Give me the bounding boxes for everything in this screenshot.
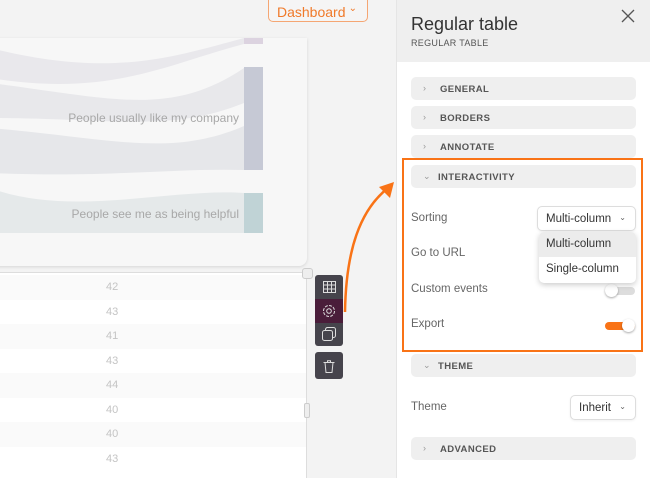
sankey-node <box>244 193 263 233</box>
export-toggle[interactable] <box>605 319 635 332</box>
dashboard-dropdown[interactable]: Dashboard ⌄ <box>268 0 368 22</box>
table-row: 42 <box>0 275 306 300</box>
sankey-flow <box>0 126 244 175</box>
section-interactivity[interactable]: ⌄ INTERACTIVITY <box>411 165 636 188</box>
sankey-flow <box>0 191 244 233</box>
sankey-node <box>244 67 263 170</box>
section-theme[interactable]: ⌄ THEME <box>411 354 636 377</box>
highlight-box <box>402 158 643 352</box>
table-row: 43 <box>106 354 119 367</box>
table-row: 43 <box>106 305 119 318</box>
sankey-node <box>244 38 263 44</box>
table-row: 41 <box>0 324 306 349</box>
sankey-chart-card: People usually like my company People se… <box>0 38 307 266</box>
section-borders[interactable]: › BORDERS <box>411 106 636 129</box>
sorting-label: Sorting <box>411 212 448 224</box>
sankey-flow <box>0 68 244 122</box>
chevron-right-icon: › <box>423 83 427 93</box>
dashboard-label: Dashboard <box>277 4 346 20</box>
sorting-dropdown-menu: Multi-column Single-column <box>539 232 636 283</box>
trash-icon <box>315 354 343 378</box>
export-label: Export <box>411 318 445 330</box>
settings-panel: Regular table REGULAR TABLE › GENERAL › BO… <box>396 0 650 478</box>
panel-title: Regular table <box>411 14 519 34</box>
resize-handle[interactable] <box>302 268 313 279</box>
chevron-right-icon: › <box>423 112 427 122</box>
element-toolbar <box>315 275 343 346</box>
panel-subtitle: REGULAR TABLE <box>411 38 489 48</box>
theme-select[interactable]: Inherit ⌄ <box>570 395 636 420</box>
chevron-down-icon: ⌄ <box>619 402 626 411</box>
close-icon[interactable] <box>621 9 635 28</box>
sankey-chart <box>0 38 263 233</box>
panel-header: Regular table REGULAR TABLE <box>397 0 650 62</box>
sorting-option-multi-column[interactable]: Multi-column <box>539 232 636 257</box>
section-general[interactable]: › GENERAL <box>411 77 636 100</box>
table-row: 44 <box>0 373 306 398</box>
table-icon[interactable] <box>315 275 343 299</box>
chevron-right-icon: › <box>423 141 427 151</box>
chevron-down-icon: ⌄ <box>348 3 357 14</box>
data-table: 42 43 41 43 44 40 40 43 <box>0 272 307 478</box>
goto-url-label: Go to URL <box>411 247 466 259</box>
table-row: 43 <box>106 452 119 465</box>
table-row: 40 <box>0 422 306 447</box>
sorting-option-single-column[interactable]: Single-column <box>546 263 619 275</box>
sorting-select[interactable]: Multi-column ⌄ <box>537 206 636 231</box>
delete-button[interactable] <box>315 352 343 379</box>
section-advanced[interactable]: › ADVANCED <box>411 437 636 460</box>
chevron-down-icon: ⌄ <box>423 360 431 370</box>
sankey-flow <box>0 38 244 84</box>
duplicate-icon[interactable] <box>315 322 343 346</box>
custom-events-toggle[interactable] <box>605 284 635 297</box>
custom-events-label: Custom events <box>411 283 488 295</box>
sankey-label: People see me as being helpful <box>71 207 239 221</box>
chevron-right-icon: › <box>423 443 427 453</box>
callout-arrow <box>343 182 394 313</box>
section-annotate[interactable]: › ANNOTATE <box>411 135 636 158</box>
sankey-label: People usually like my company <box>68 111 239 125</box>
table-row: 40 <box>106 403 119 416</box>
chevron-down-icon: ⌄ <box>423 171 431 181</box>
resize-handle[interactable] <box>304 403 310 418</box>
chevron-down-icon: ⌄ <box>619 213 626 222</box>
theme-label: Theme <box>411 401 447 413</box>
gear-icon[interactable] <box>315 299 343 323</box>
